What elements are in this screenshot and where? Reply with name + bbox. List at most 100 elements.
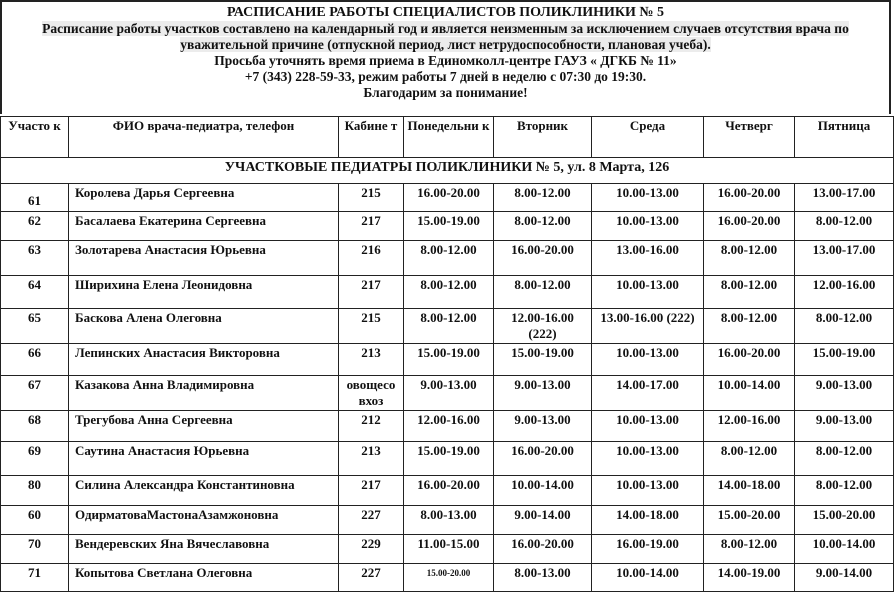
notice-line-2: уважительной причине (отпускной период, … — [180, 37, 711, 52]
thursday-cell: 8.00-12.00 — [703, 441, 795, 476]
tuesday-cell: 8.00-13.00 — [493, 563, 592, 592]
table-row: 66 Лепинских Анастасия Викторовна 213 15.00… — [0, 343, 894, 376]
district-cell: 71 — [0, 563, 69, 592]
doctor-name-cell: Баскова Алена Олеговна — [68, 308, 339, 344]
thursday-cell: 15.00-20.00 — [703, 505, 795, 535]
thursday-cell: 14.00-18.00 — [703, 475, 795, 506]
wednesday-cell: 13.00-16.00 — [591, 240, 704, 276]
wednesday-cell: 10.00-13.00 — [591, 475, 704, 506]
tuesday-cell: 9.00-14.00 — [493, 505, 592, 535]
wednesday-cell: 14.00-18.00 — [591, 505, 704, 535]
friday-cell: 9.00-14.00 — [794, 563, 894, 592]
district-cell: 64 — [0, 275, 69, 309]
room-cell: 212 — [338, 410, 404, 442]
monday-cell: 16.00-20.00 — [403, 183, 494, 212]
thursday-cell: 16.00-20.00 — [703, 343, 795, 376]
thursday-cell: 8.00-12.00 — [703, 308, 795, 344]
document-header: РАСПИСАНИЕ РАБОТЫ СПЕЦИАЛИСТОВ ПОЛИКЛИНИ… — [0, 0, 891, 114]
friday-cell: 10.00-14.00 — [794, 534, 894, 564]
monday-cell: 16.00-20.00 — [403, 475, 494, 506]
monday-cell: 15.00-20.00 — [403, 563, 494, 592]
notice-line-4: +7 (343) 228-59-33, режим работы 7 дней … — [244, 69, 647, 84]
room-cell: 229 — [338, 534, 404, 564]
doctor-name-cell: Королева Дарья Сергеевна — [68, 183, 339, 212]
tuesday-cell: 16.00-20.00 — [493, 534, 592, 564]
wednesday-cell: 10.00-14.00 — [591, 563, 704, 592]
room-cell: 213 — [338, 441, 404, 476]
column-header: Четверг — [703, 116, 795, 158]
district-cell: 67 — [0, 375, 69, 411]
tuesday-cell: 9.00-13.00 — [493, 375, 592, 411]
room-cell: 215 — [338, 308, 404, 344]
friday-cell: 15.00-19.00 — [794, 343, 894, 376]
district-cell: 69 — [0, 441, 69, 476]
column-header: ФИО врача-педиатра, телефон — [68, 116, 339, 158]
friday-cell: 8.00-12.00 — [794, 475, 894, 506]
room-cell: 217 — [338, 211, 404, 241]
wednesday-cell: 10.00-13.00 — [591, 183, 704, 212]
district-cell: 68 — [0, 410, 69, 442]
table-row: 63 Золотарева Анастасия Юрьевна 216 8.00-12… — [0, 240, 894, 276]
table-row: 65 Баскова Алена Олеговна 215 8.00-12.00 12.… — [0, 308, 894, 344]
table-row: 71 Копытова Светлана Олеговна 227 15.00-20.… — [0, 563, 894, 592]
column-header: Пятница — [794, 116, 894, 158]
thursday-cell: 8.00-12.00 — [703, 275, 795, 309]
table-row: 70 Вендеревских Яна Вячеславовна 229 11.00-… — [0, 534, 894, 564]
district-cell: 66 — [0, 343, 69, 376]
thursday-cell: 8.00-12.00 — [703, 240, 795, 276]
monday-cell: 8.00-12.00 — [403, 275, 494, 309]
district-cell: 60 — [0, 505, 69, 535]
friday-cell: 8.00-12.00 — [794, 211, 894, 241]
tuesday-cell: 10.00-14.00 — [493, 475, 592, 506]
column-header: Понедельни к — [403, 116, 494, 158]
page-title: РАСПИСАНИЕ РАБОТЫ СПЕЦИАЛИСТОВ ПОЛИКЛИНИ… — [226, 5, 664, 20]
wednesday-cell: 14.00-17.00 — [591, 375, 704, 411]
district-cell: 80 — [0, 475, 69, 506]
room-cell: овощесо вхоз — [338, 375, 404, 411]
monday-cell: 8.00-12.00 — [403, 308, 494, 344]
doctor-name-cell: Вендеревских Яна Вячеславовна — [68, 534, 339, 564]
column-header: Вторник — [493, 116, 592, 158]
column-header: Участо к — [0, 116, 69, 158]
doctor-name-cell: ОдирматоваМастонаАзамжоновна — [68, 505, 339, 535]
room-cell: 213 — [338, 343, 404, 376]
thursday-cell: 12.00-16.00 — [703, 410, 795, 442]
monday-cell: 8.00-13.00 — [403, 505, 494, 535]
wednesday-cell: 16.00-19.00 — [591, 534, 704, 564]
doctor-name-cell: Лепинских Анастасия Викторовна — [68, 343, 339, 376]
notice-line-3: Просьба уточнять время приема в Единомко… — [214, 53, 677, 68]
monday-cell: 11.00-15.00 — [403, 534, 494, 564]
thursday-cell: 16.00-20.00 — [703, 183, 795, 212]
friday-cell: 9.00-13.00 — [794, 375, 894, 411]
district-cell: 65 — [0, 308, 69, 344]
thursday-cell: 10.00-14.00 — [703, 375, 795, 411]
friday-cell: 9.00-13.00 — [794, 410, 894, 442]
friday-cell: 13.00-17.00 — [794, 240, 894, 276]
wednesday-cell: 10.00-13.00 — [591, 441, 704, 476]
doctor-name-cell: Саутина Анастасия Юрьевна — [68, 441, 339, 476]
tuesday-cell: 8.00-12.00 — [493, 275, 592, 309]
district-cell: 62 — [0, 211, 69, 241]
district-cell: 70 — [0, 534, 69, 564]
notice-line-5: Благодарим за понимание! — [363, 85, 528, 100]
monday-cell: 8.00-12.00 — [403, 240, 494, 276]
friday-cell: 15.00-20.00 — [794, 505, 894, 535]
table-row: 69 Саутина Анастасия Юрьевна 213 15.00-19.0… — [0, 441, 894, 476]
monday-cell: 12.00-16.00 — [403, 410, 494, 442]
wednesday-cell: 10.00-13.00 — [591, 410, 704, 442]
tuesday-cell: 9.00-13.00 — [493, 410, 592, 442]
district-cell: 63 — [0, 240, 69, 276]
column-header: Кабине т — [338, 116, 404, 158]
tuesday-cell: 8.00-12.00 — [493, 183, 592, 212]
table-header-row: Участо к ФИО врача-педиатра, телефон Кабин… — [0, 116, 894, 158]
column-header: Среда — [591, 116, 704, 158]
doctor-name-cell: Ширихина Елена Леонидовна — [68, 275, 339, 309]
wednesday-cell: 10.00-13.00 — [591, 211, 704, 241]
table-row: 61 Королева Дарья Сергеевна 215 16.00-20.00… — [0, 183, 894, 212]
friday-cell: 8.00-12.00 — [794, 441, 894, 476]
doctor-name-cell: Силина Александра Константиновна — [68, 475, 339, 506]
thursday-cell: 14.00-19.00 — [703, 563, 795, 592]
wednesday-cell: 10.00-13.00 — [591, 275, 704, 309]
doctor-name-cell: Басалаева Екатерина Сергеевна — [68, 211, 339, 241]
tuesday-cell: 15.00-19.00 — [493, 343, 592, 376]
